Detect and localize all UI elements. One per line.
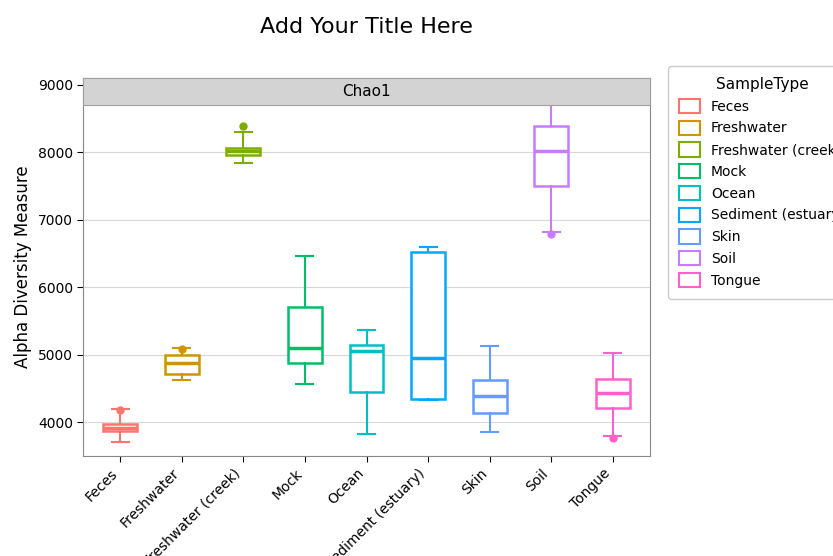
- PathPatch shape: [227, 148, 260, 155]
- PathPatch shape: [473, 380, 506, 413]
- Text: Add Your Title Here: Add Your Title Here: [260, 17, 473, 37]
- PathPatch shape: [288, 307, 322, 363]
- PathPatch shape: [165, 355, 199, 374]
- Legend: Feces, Freshwater, Freshwater (creek), Mock, Ocean, Sediment (estuary), Skin, So: Feces, Freshwater, Freshwater (creek), M…: [668, 66, 833, 299]
- PathPatch shape: [596, 379, 630, 408]
- PathPatch shape: [412, 252, 445, 399]
- Text: Chao1: Chao1: [342, 84, 391, 98]
- PathPatch shape: [534, 126, 568, 186]
- PathPatch shape: [103, 424, 137, 431]
- Y-axis label: Alpha Diversity Measure: Alpha Diversity Measure: [14, 166, 32, 368]
- PathPatch shape: [350, 345, 383, 392]
